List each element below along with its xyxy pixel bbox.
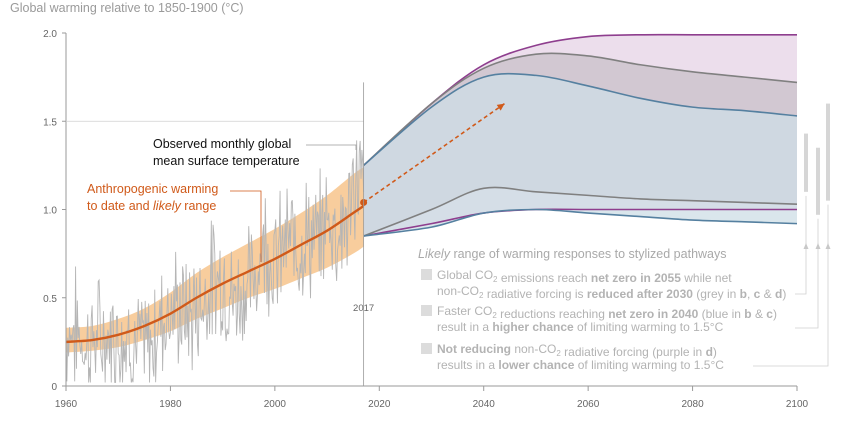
range-bar-2 (816, 147, 820, 215)
legend-connector-arrow-1 (803, 243, 809, 249)
legend-text-line: results in a lower chance of limiting wa… (437, 358, 724, 372)
pathway-band-3 (363, 73, 797, 236)
legend-text-line: result in a higher chance of limiting wa… (437, 320, 724, 334)
observed-annotation-line: Observed monthly global (153, 137, 291, 151)
legend-text-line: Faster CO2 reductions reaching net zero … (437, 304, 777, 321)
pathway-lower-line-3 (363, 208, 798, 237)
extrapolation-arrowhead (496, 103, 505, 111)
legend-connector-3 (753, 244, 829, 367)
pathway-upper-line-2 (363, 52, 798, 166)
observed-series (65, 140, 365, 383)
observed-monthly-line (65, 140, 365, 383)
legend-swatch-2 (421, 305, 432, 316)
x-tick-label: 2040 (473, 399, 496, 410)
anthropogenic-annotation-line: to date and likely range (87, 199, 216, 213)
pathway-lower-line-2 (363, 186, 798, 237)
annotations: Observed monthly global mean surface temp… (87, 137, 357, 262)
pathway-upper-line-3 (363, 72, 798, 166)
legend: Likely range of warming responses to sty… (418, 243, 831, 372)
legend-text-line: Not reducing non-CO2 radiative forcing (… (437, 342, 717, 359)
y-tick-label: 1.0 (43, 206, 57, 217)
legend-connector-2 (795, 244, 819, 329)
range-bar-3 (826, 103, 830, 201)
chart-title: Global warming relative to 1850-1900 (°C… (10, 1, 244, 15)
y-tick-label: 0 (51, 382, 57, 393)
anthropogenic-annotation-leader (230, 190, 262, 262)
observed-annotation-line: mean surface temperature (153, 154, 300, 168)
x-tick-label: 2000 (264, 399, 287, 410)
y-tick-label: 1.5 (43, 117, 57, 128)
legend-title: Likely range of warming responses to sty… (418, 247, 727, 261)
legend-swatch-1 (421, 269, 432, 280)
legend-connector-arrow-2 (815, 243, 821, 249)
anthropogenic-line (65, 204, 365, 344)
y-tick-label: 2.0 (43, 29, 57, 40)
x-tick-label: 2020 (368, 399, 391, 410)
legend-connector-arrow-3 (825, 243, 831, 249)
legend-swatch-3 (421, 343, 432, 354)
range-bar-1 (804, 133, 808, 192)
reference-year-label: 2017 (353, 303, 374, 314)
extrapolation-line (363, 102, 506, 204)
anthropogenic-annotation-line: Anthropogenic warming (87, 182, 218, 196)
legend-text-line: non-CO2 radiative forcing is reduced aft… (437, 284, 786, 301)
axes: 1960 1980 2000 2020 2040 2060 2080 2100 0 0.5 1.0 1… (43, 29, 830, 410)
legend-connector-1 (795, 244, 807, 295)
x-tick-label: 2060 (577, 399, 600, 410)
pathway-lower-line-1 (363, 208, 797, 237)
x-tick-label: 2100 (786, 399, 809, 410)
legend-text-line: Global CO2 emissions reach net zero in 2… (437, 268, 732, 285)
y-tick-label: 0.5 (43, 294, 57, 305)
observed-annotation-leader (306, 144, 357, 150)
x-tick-label: 1980 (159, 399, 182, 410)
x-tick-label: 2080 (681, 399, 704, 410)
x-tick-label: 1960 (55, 399, 78, 410)
